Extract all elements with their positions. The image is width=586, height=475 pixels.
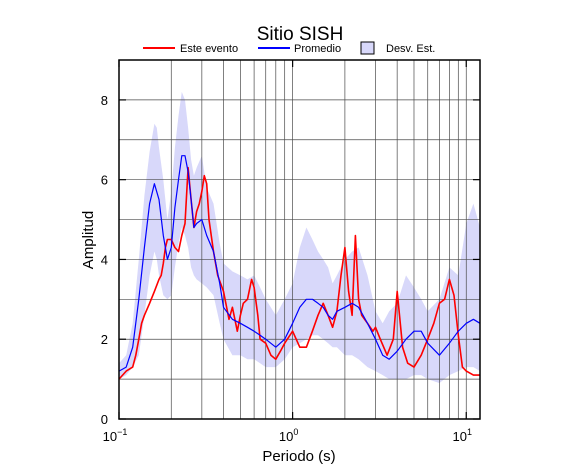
y-axis-label: Amplitud	[80, 211, 97, 269]
y-tick-label: 4	[101, 252, 108, 267]
legend-swatch-desv-est	[360, 41, 375, 55]
y-tick-label: 2	[101, 332, 108, 347]
legend-label-promedio: Promedio	[294, 43, 341, 55]
std-dev-band	[119, 91, 480, 384]
y-tick-label: 8	[101, 93, 108, 108]
series-line-este-evento	[118, 166, 480, 380]
y-tick-label: 6	[101, 173, 108, 188]
y-tick-label: 0	[101, 412, 108, 427]
legend-label-este-evento: Este evento	[180, 43, 238, 55]
x-tick-label: 100	[279, 427, 298, 444]
x-tick-label: 101	[453, 427, 472, 444]
legend-label-desv-est: Desv. Est.	[386, 43, 435, 55]
plot-frame	[118, 59, 481, 420]
std-dev-band-layer	[119, 91, 480, 384]
grid-lines	[119, 60, 480, 419]
x-tick-label: 10−1	[103, 427, 128, 444]
chart-title: Sitio SISH	[257, 24, 344, 45]
legend: Este evento Promedio Desv. Est.	[143, 41, 435, 55]
x-axis-label: Periodo (s)	[262, 448, 335, 465]
series-layer	[118, 155, 481, 380]
series-line-promedio	[118, 155, 481, 372]
